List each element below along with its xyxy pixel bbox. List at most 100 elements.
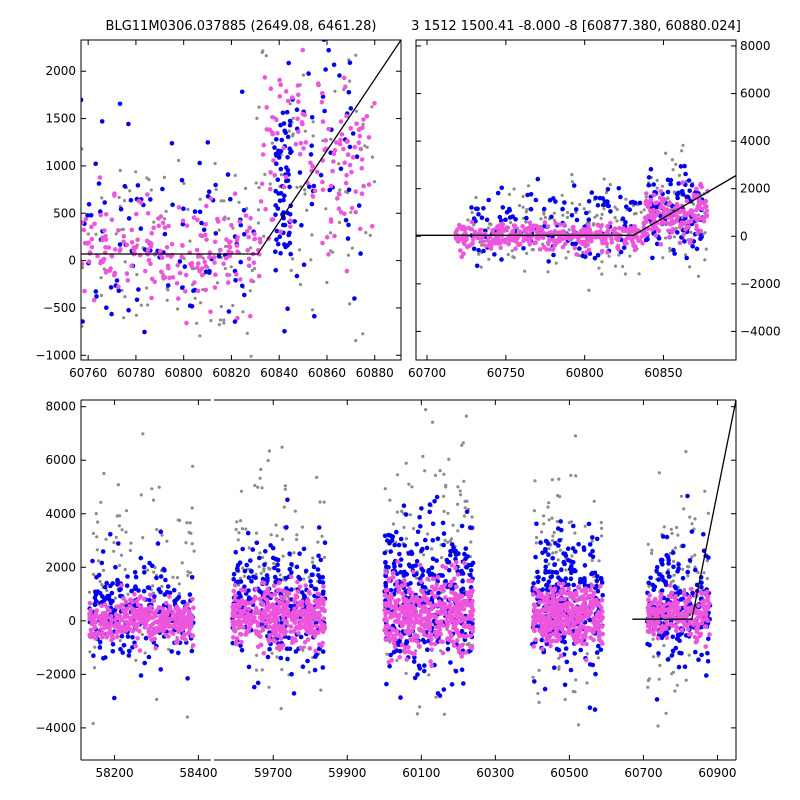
magenta-point — [275, 645, 280, 651]
blue-point — [199, 220, 204, 226]
gray-point — [150, 487, 154, 491]
gray-point — [668, 246, 672, 250]
gray-point — [465, 642, 469, 647]
blue-point — [165, 584, 171, 589]
magenta-point — [675, 215, 680, 221]
magenta-point — [274, 617, 280, 622]
blue-point — [449, 682, 455, 687]
magenta-point — [167, 604, 173, 609]
magenta-point — [441, 588, 447, 593]
magenta-point — [480, 234, 485, 240]
blue-point — [412, 675, 418, 681]
gray-point — [426, 532, 430, 536]
gray-point — [338, 188, 342, 192]
magenta-point — [689, 208, 695, 214]
magenta-point — [347, 162, 353, 168]
blue-point — [587, 542, 593, 547]
gray-point — [537, 668, 541, 672]
blue-point — [468, 572, 473, 578]
magenta-point — [356, 140, 362, 145]
gray-point — [229, 265, 233, 269]
blue-point — [415, 529, 421, 535]
gray-point — [547, 547, 551, 551]
gray-point — [696, 570, 700, 575]
blue-point — [287, 551, 292, 556]
blue-point — [278, 251, 283, 256]
magenta-point — [156, 223, 162, 229]
magenta-point — [594, 230, 600, 235]
magenta-point — [259, 181, 265, 187]
blue-point — [293, 649, 299, 654]
magenta-point — [345, 152, 351, 157]
gray-point — [363, 144, 367, 148]
blue-point — [384, 681, 389, 687]
magenta-point — [314, 599, 320, 605]
magenta-point — [258, 240, 263, 245]
magenta-point — [125, 278, 131, 283]
magenta-point — [279, 646, 284, 651]
gray-point — [268, 567, 272, 571]
gray-point — [259, 467, 263, 471]
gray-point — [86, 232, 90, 236]
blue-point — [513, 217, 518, 222]
blue-point — [255, 680, 261, 686]
magenta-point — [320, 119, 326, 124]
magenta-point — [459, 254, 465, 260]
magenta-point — [305, 637, 311, 642]
magenta-point — [245, 248, 250, 253]
magenta-point — [428, 659, 433, 664]
magenta-point — [239, 587, 244, 593]
magenta-point — [261, 616, 266, 621]
blue-point — [701, 532, 706, 537]
gray-point — [239, 489, 243, 493]
blue-point — [654, 564, 660, 570]
gray-point — [219, 199, 223, 203]
blue-point — [542, 223, 547, 229]
blue-point — [416, 663, 422, 669]
magenta-point — [399, 583, 405, 588]
magenta-point — [185, 608, 191, 613]
magenta-point — [383, 611, 388, 617]
blue-point — [656, 577, 661, 582]
gray-point — [231, 303, 235, 308]
gray-point — [442, 472, 446, 476]
magenta-point — [704, 208, 710, 213]
magenta-point — [255, 610, 261, 616]
blue-point — [573, 549, 578, 554]
magenta-point — [310, 163, 315, 169]
blue-point — [358, 251, 363, 256]
blue-point — [81, 97, 84, 103]
gray-point — [552, 211, 556, 215]
magenta-point — [109, 253, 115, 259]
blue-point — [464, 509, 470, 515]
blue-point — [637, 200, 643, 206]
blue-point — [552, 665, 557, 670]
blue-point — [216, 253, 222, 259]
magenta-point — [302, 640, 308, 645]
gray-point — [691, 202, 696, 206]
blue-point — [557, 538, 562, 543]
magenta-point — [262, 75, 268, 80]
magenta-point — [653, 233, 659, 238]
magenta-point — [252, 231, 257, 237]
gray-point — [599, 520, 603, 525]
blue-point — [135, 183, 141, 188]
magenta-point — [278, 82, 284, 87]
magenta-point — [153, 646, 158, 651]
blue-point — [326, 47, 332, 53]
blue-point — [232, 319, 238, 324]
blue-point — [384, 564, 389, 569]
blue-point — [298, 634, 304, 640]
magenta-point — [117, 625, 123, 631]
magenta-point — [382, 617, 387, 623]
blue-point — [528, 206, 534, 212]
blue-point — [285, 155, 290, 160]
magenta-point — [649, 227, 655, 232]
magenta-point — [528, 224, 533, 229]
blue-point — [578, 647, 583, 653]
magenta-point — [541, 235, 546, 241]
blue-point — [555, 526, 561, 531]
blue-point — [541, 576, 546, 582]
blue-point — [292, 219, 298, 224]
gray-point — [404, 537, 408, 541]
